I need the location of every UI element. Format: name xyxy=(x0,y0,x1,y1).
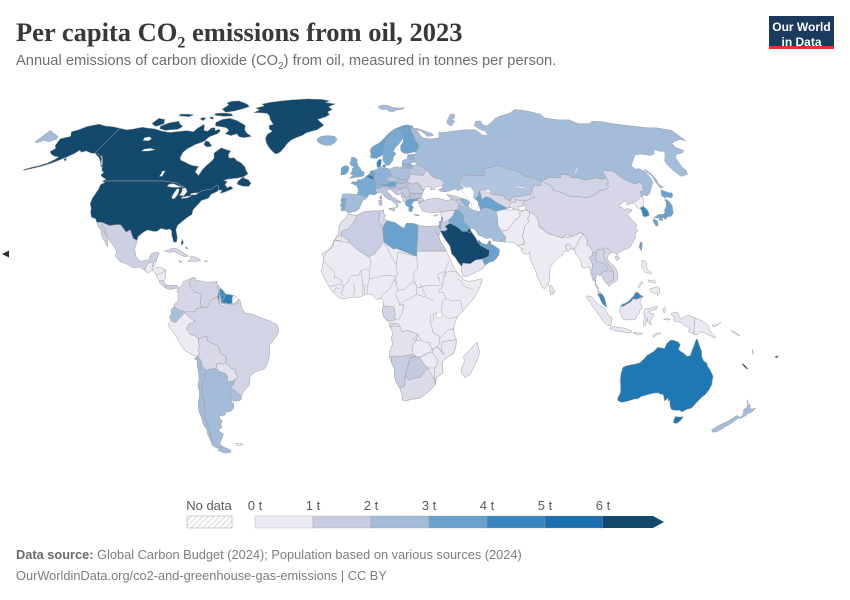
svg-text:1 t: 1 t xyxy=(306,498,321,513)
svg-text:No data: No data xyxy=(186,498,232,513)
svg-text:0 t: 0 t xyxy=(248,498,263,513)
svg-text:3 t: 3 t xyxy=(422,498,437,513)
svg-text:6 t: 6 t xyxy=(596,498,611,513)
svg-text:4 t: 4 t xyxy=(480,498,495,513)
svg-text:2 t: 2 t xyxy=(364,498,379,513)
svg-text:5 t: 5 t xyxy=(538,498,553,513)
